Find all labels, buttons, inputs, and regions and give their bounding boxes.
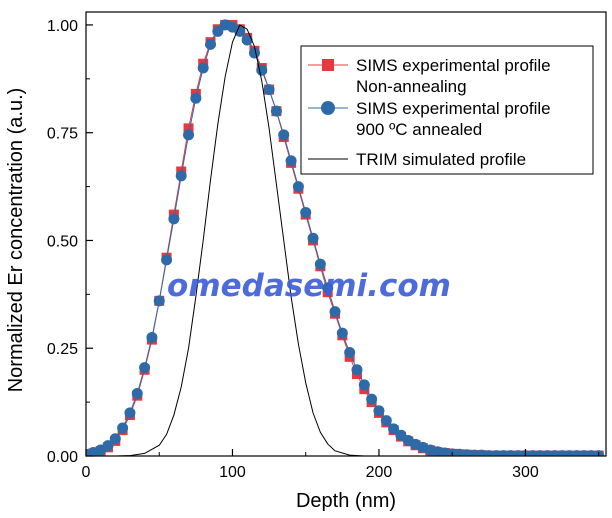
data-point-circle: [146, 331, 158, 343]
plot-frame: [85, 11, 607, 457]
x-tick-label: 0: [82, 464, 91, 481]
data-point-circle: [366, 393, 378, 405]
y-tick-label: 1.00: [47, 18, 78, 35]
x-tick-label: 200: [366, 464, 393, 481]
legend-entry-0: SIMS experimental profile Non-annealing: [308, 56, 551, 96]
legend-frame: [300, 45, 594, 175]
y-tick-label: 0.00: [47, 449, 78, 466]
data-point-circle: [329, 306, 341, 318]
x-tick-label: 100: [219, 464, 246, 481]
data-point-circle: [109, 433, 121, 445]
data-point-circle: [117, 422, 129, 434]
legend-label: TRIM simulated profile: [356, 150, 526, 169]
data-point-circle: [124, 407, 136, 419]
data-point-circle: [241, 34, 253, 46]
legend-entry-2: TRIM simulated profile: [308, 150, 526, 169]
plot-area: [85, 11, 607, 457]
data-point-circle: [248, 47, 260, 59]
y-tick-label: 0.25: [47, 341, 78, 358]
data-point-circle: [197, 62, 209, 74]
y-tick-label: 0.75: [47, 126, 78, 143]
data-point-circle: [300, 206, 312, 218]
series-1: [86, 19, 605, 456]
legend-entry-1: SIMS experimental profile 900 ºC annealed: [308, 99, 551, 139]
x-axis-title: Depth (nm): [296, 490, 396, 512]
y-tick-label: 0.50: [47, 233, 78, 250]
data-point-circle: [102, 440, 114, 452]
data-point-circle: [344, 347, 356, 359]
legend: SIMS experimental profileNon-annealingSI…: [300, 45, 594, 175]
legend-label: SIMS experimental profile: [356, 56, 551, 75]
x-tick-label: 300: [512, 464, 539, 481]
legend-circle-marker: [321, 101, 335, 115]
y-axis-title: Normalized Er concentration (a.u.): [5, 88, 27, 393]
legend-label: 900 ºC annealed: [356, 120, 482, 139]
data-point-circle: [212, 25, 224, 37]
data-point-circle: [292, 181, 304, 193]
series-layer: [86, 19, 606, 456]
data-point-circle: [153, 295, 165, 307]
data-point-square: [183, 123, 194, 134]
data-point-circle: [175, 170, 187, 182]
data-point-circle: [322, 282, 334, 294]
data-point-circle: [270, 105, 282, 117]
axes-layer: 0 100 200 300 0.00 0.25 0.50 0.75 1.00: [47, 18, 600, 481]
data-point-circle: [263, 84, 275, 96]
data-point-circle: [336, 327, 348, 339]
legend-square-marker: [322, 59, 334, 71]
legend-label: Non-annealing: [356, 77, 467, 96]
data-point-circle: [373, 405, 385, 417]
data-point-circle: [139, 362, 151, 374]
data-point-circle: [205, 38, 217, 50]
data-point-circle: [307, 232, 319, 244]
watermark: omedasemi.com: [167, 268, 451, 304]
series-line: [86, 24, 606, 456]
data-point-circle: [256, 64, 268, 76]
data-point-circle: [234, 25, 246, 37]
data-point-circle: [161, 254, 173, 266]
data-point-circle: [388, 423, 400, 435]
data-point-circle: [380, 415, 392, 427]
data-point-circle: [190, 92, 202, 104]
data-point-circle: [314, 258, 326, 270]
series-2: [86, 24, 606, 456]
data-point-circle: [183, 129, 195, 141]
data-point-circle: [351, 364, 363, 376]
data-point-circle: [358, 379, 370, 391]
data-point-circle: [131, 387, 143, 399]
data-point-circle: [278, 129, 290, 141]
legend-label: SIMS experimental profile: [356, 99, 551, 118]
data-point-circle: [168, 213, 180, 225]
data-point-circle: [285, 155, 297, 167]
